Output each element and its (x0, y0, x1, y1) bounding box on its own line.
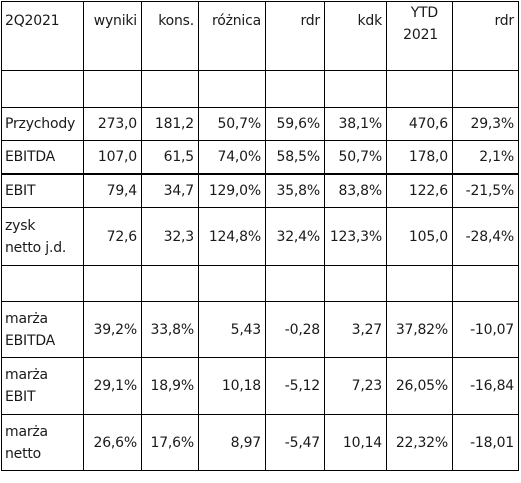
row-label: marża EBIT (1, 357, 84, 415)
cell-value: 72,6 (83, 207, 142, 266)
cell-value: 26,6% (83, 414, 142, 471)
cell-value: 178,0 (386, 140, 453, 175)
blank-cell (141, 265, 199, 302)
cell-value: 39,2% (83, 301, 142, 358)
cell-value: -21,5% (452, 173, 519, 208)
blank-cell (324, 70, 387, 108)
blank-cell (83, 265, 142, 302)
cell-value: 32,4% (265, 207, 325, 266)
row-label: zysk netto j.d. (1, 207, 84, 266)
cell-value: 29,3% (452, 107, 519, 141)
row-label: marża EBITDA (1, 301, 84, 358)
cell-value: 181,2 (141, 107, 199, 141)
cell-value: -18,01 (452, 414, 519, 471)
blank-cell (141, 70, 199, 108)
blank-row (1, 70, 519, 108)
cell-value: 32,3 (141, 207, 199, 266)
row-label: Przychody (1, 107, 84, 141)
header-kons: kons. (141, 1, 199, 71)
blank-row (1, 265, 519, 302)
blank-cell (198, 265, 266, 302)
table-row-przychody: Przychody 273,0 181,2 50,7% 59,6% 38,1% … (1, 107, 519, 141)
table-row-marza-ebitda: marża EBITDA 39,2% 33,8% 5,43 -0,28 3,27… (1, 301, 519, 358)
cell-value: 37,82% (386, 301, 453, 358)
cell-value: 58,5% (265, 140, 325, 175)
table-row-ebit: EBIT 79,4 34,7 129,0% 35,8% 83,8% 122,6 … (1, 173, 519, 208)
cell-value: 10,14 (324, 414, 387, 471)
cell-value: 29,1% (83, 357, 142, 415)
blank-cell (198, 70, 266, 108)
header-ytd: YTD 2021 (386, 1, 453, 71)
cell-value: 61,5 (141, 140, 199, 175)
cell-value: 122,6 (386, 173, 453, 208)
cell-value: -10,07 (452, 301, 519, 358)
cell-value: 22,32% (386, 414, 453, 471)
cell-value: 33,8% (141, 301, 199, 358)
cell-value: -16,84 (452, 357, 519, 415)
header-rdr: rdr (265, 1, 325, 71)
cell-value: 34,7 (141, 173, 199, 208)
cell-value: -0,28 (265, 301, 325, 358)
cell-value: 26,05% (386, 357, 453, 415)
blank-cell (386, 70, 453, 108)
blank-cell (452, 70, 519, 108)
cell-value: 2,1% (452, 140, 519, 175)
cell-value: 10,18 (198, 357, 266, 415)
cell-value: 17,6% (141, 414, 199, 471)
header-rdr-ytd: rdr (452, 1, 519, 71)
blank-cell (83, 70, 142, 108)
financial-results-table: 2Q2021 wyniki kons. różnica rdr kdk YTD … (1, 1, 519, 471)
header-roznica: różnica (198, 1, 266, 71)
cell-value: 8,97 (198, 414, 266, 471)
cell-value: 38,1% (324, 107, 387, 141)
header-period: 2Q2021 (1, 1, 84, 71)
cell-value: 79,4 (83, 173, 142, 208)
table-header-row: 2Q2021 wyniki kons. różnica rdr kdk YTD … (1, 1, 519, 71)
blank-cell (265, 70, 325, 108)
cell-value: 124,8% (198, 207, 266, 266)
cell-value: -28,4% (452, 207, 519, 266)
table-row-ebitda: EBITDA 107,0 61,5 74,0% 58,5% 50,7% 178,… (1, 140, 519, 175)
table-row-marza-ebit: marża EBIT 29,1% 18,9% 10,18 -5,12 7,23 … (1, 357, 519, 415)
cell-value: 83,8% (324, 173, 387, 208)
header-wyniki: wyniki (83, 1, 142, 71)
header-kdk: kdk (324, 1, 387, 71)
cell-value: 59,6% (265, 107, 325, 141)
blank-cell (324, 265, 387, 302)
row-label: EBIT (1, 173, 84, 208)
cell-value: -5,12 (265, 357, 325, 415)
cell-value: 123,3% (324, 207, 387, 266)
blank-cell (1, 70, 84, 108)
cell-value: 273,0 (83, 107, 142, 141)
blank-cell (386, 265, 453, 302)
cell-value: 105,0 (386, 207, 453, 266)
table-row-marza-netto: marża netto 26,6% 17,6% 8,97 -5,47 10,14… (1, 414, 519, 471)
cell-value: -5,47 (265, 414, 325, 471)
blank-cell (1, 265, 84, 302)
cell-value: 35,8% (265, 173, 325, 208)
cell-value: 18,9% (141, 357, 199, 415)
cell-value: 3,27 (324, 301, 387, 358)
cell-value: 50,7% (324, 140, 387, 175)
cell-value: 50,7% (198, 107, 266, 141)
cell-value: 74,0% (198, 140, 266, 175)
cell-value: 7,23 (324, 357, 387, 415)
blank-cell (265, 265, 325, 302)
cell-value: 129,0% (198, 173, 266, 208)
cell-value: 107,0 (83, 140, 142, 175)
row-label: marża netto (1, 414, 84, 471)
cell-value: 470,6 (386, 107, 453, 141)
blank-cell (452, 265, 519, 302)
table-row-zysk-netto: zysk netto j.d. 72,6 32,3 124,8% 32,4% 1… (1, 207, 519, 266)
cell-value: 5,43 (198, 301, 266, 358)
row-label: EBITDA (1, 140, 84, 175)
